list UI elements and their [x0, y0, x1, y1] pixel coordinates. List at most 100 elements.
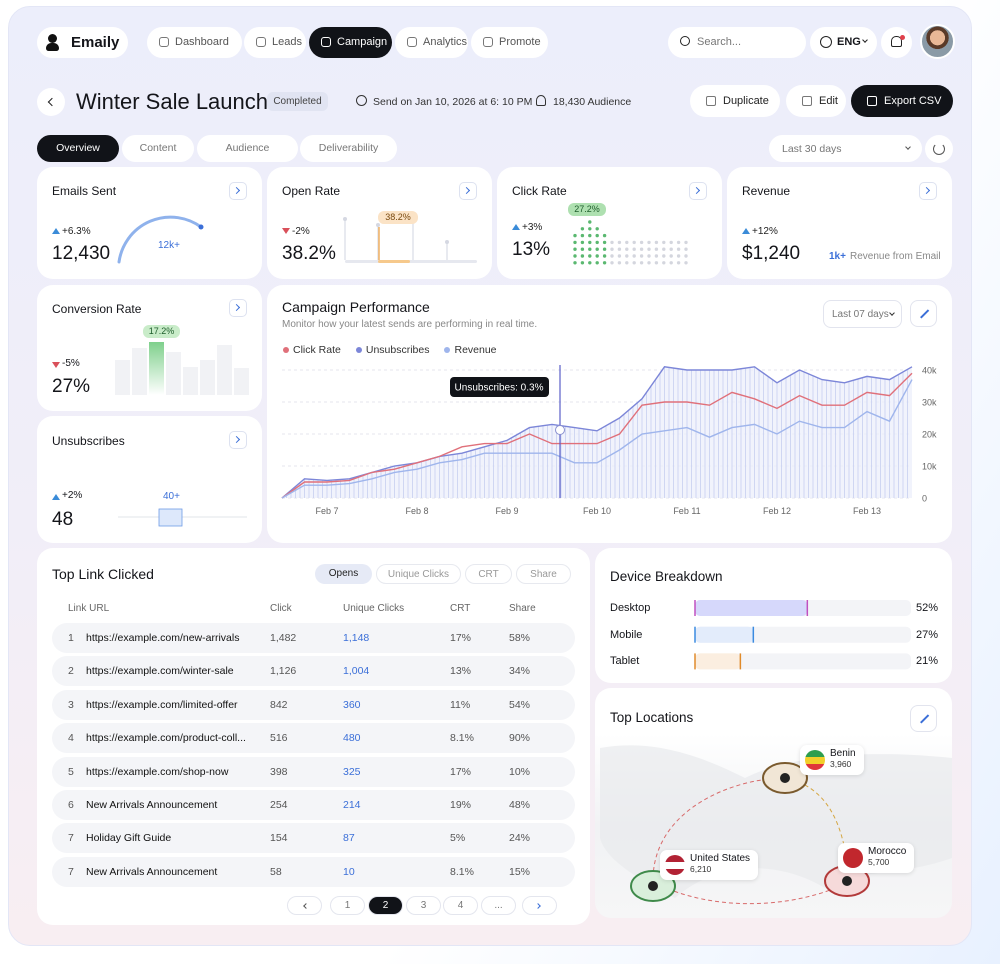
chevron	[303, 903, 309, 909]
expand-button[interactable]	[910, 705, 937, 732]
card-title: Unsubscribes	[52, 434, 125, 448]
action-label: Edit	[819, 95, 838, 107]
range-label: Last 30 days	[782, 143, 842, 155]
tab[interactable]: Audience	[197, 135, 298, 162]
gauge-label: 12k+	[158, 240, 180, 251]
dot	[588, 261, 592, 265]
dot	[588, 240, 592, 245]
dot	[669, 247, 673, 251]
flag-stripe	[843, 862, 863, 868]
arrow-button[interactable]	[689, 182, 707, 200]
page-button[interactable]: 2	[368, 896, 403, 915]
cell: 1,126	[270, 665, 297, 678]
search[interactable]: Search...	[668, 27, 806, 58]
action-button[interactable]: Duplicate	[690, 85, 780, 117]
graphic	[343, 213, 477, 263]
dot	[602, 247, 607, 251]
language[interactable]: ENG	[810, 27, 877, 58]
cell: 1,482	[270, 632, 297, 644]
cell: 6	[68, 799, 74, 811]
cell: 15%	[509, 865, 531, 878]
nav-item[interactable]: Analytics	[395, 27, 468, 58]
baseline	[345, 260, 477, 263]
kpi-value: 38.2%	[282, 243, 336, 264]
nav-item[interactable]: Campaign	[309, 27, 392, 58]
dot	[595, 261, 599, 265]
dot	[610, 261, 614, 265]
nav-label: Campaign	[337, 36, 388, 48]
dot	[632, 247, 636, 251]
action-button[interactable]: Export CSV	[851, 85, 953, 117]
x-tick-label: Feb 10	[583, 506, 611, 516]
dot	[662, 261, 666, 265]
series-line	[281, 372, 913, 499]
cell: 7	[68, 832, 74, 845]
dot	[639, 254, 644, 258]
graphic	[694, 600, 911, 670]
dot	[662, 247, 666, 251]
graphic	[118, 508, 247, 527]
nav-item[interactable]: Promote	[471, 27, 548, 58]
dot	[632, 261, 636, 265]
legend-dot	[444, 347, 451, 353]
back-button[interactable]	[37, 88, 65, 116]
range-select[interactable]: Last 30 days	[769, 135, 922, 162]
cell: https://example.com/product-coll...	[86, 732, 246, 745]
device-value: 27%	[916, 628, 939, 641]
prev-page[interactable]	[287, 896, 322, 915]
x-tick-label: Feb 8	[405, 506, 428, 516]
filter-tab[interactable]: Share	[516, 564, 571, 584]
bell	[891, 36, 902, 47]
filter-tab[interactable]: CRT	[465, 564, 512, 584]
dot	[632, 240, 636, 245]
avatar[interactable]	[920, 24, 955, 59]
filter-tab[interactable]: Unique Clicks	[376, 564, 461, 584]
device-name: Desktop	[610, 602, 651, 614]
dot	[625, 240, 629, 245]
device-bar	[695, 653, 741, 670]
dot	[573, 240, 577, 245]
arrow-button[interactable]	[229, 299, 247, 317]
tab[interactable]: Overview	[37, 135, 119, 162]
device-bar	[695, 626, 754, 643]
page-button[interactable]: ...	[481, 896, 516, 915]
cell: 2	[68, 665, 74, 678]
page-button[interactable]: 1	[330, 896, 365, 915]
cell: 11%	[450, 698, 471, 711]
next-page[interactable]	[522, 896, 557, 915]
page-button[interactable]: 4	[443, 896, 478, 915]
dot	[669, 254, 673, 258]
nav-icon	[321, 37, 331, 47]
tab[interactable]: Deliverability	[300, 135, 397, 162]
kpi-change: -5%	[62, 358, 80, 369]
nav-item[interactable]: Leads	[244, 27, 306, 58]
nav-icon	[483, 37, 493, 47]
arrow-button[interactable]	[459, 182, 477, 200]
refresh-button[interactable]	[925, 135, 953, 163]
arrow-button[interactable]	[229, 431, 247, 449]
dot	[602, 261, 607, 265]
dot	[632, 254, 636, 258]
dot	[580, 240, 585, 245]
trend-up	[742, 228, 750, 234]
mini-bar	[234, 368, 249, 395]
tab[interactable]: Content	[122, 135, 194, 162]
expand-button[interactable]	[910, 300, 937, 327]
graphic	[117, 215, 204, 264]
dot	[573, 233, 577, 238]
page-button[interactable]: 3	[406, 896, 441, 915]
arrow-button[interactable]	[229, 182, 247, 200]
notifications[interactable]	[881, 27, 912, 58]
filter-tab[interactable]: Opens	[315, 564, 372, 584]
chart-range[interactable]: Last 07 days	[823, 300, 902, 328]
cell: 24%	[509, 832, 531, 845]
arrow-button[interactable]	[919, 182, 937, 200]
dot	[654, 247, 659, 251]
dot	[610, 247, 614, 251]
chart-range-label: Last 07 days	[832, 309, 889, 320]
nav-item[interactable]: Dashboard	[147, 27, 242, 58]
cell: 48%	[509, 799, 531, 811]
chevron	[535, 903, 541, 909]
action-button[interactable]: Edit	[786, 85, 846, 117]
dot	[647, 254, 651, 258]
